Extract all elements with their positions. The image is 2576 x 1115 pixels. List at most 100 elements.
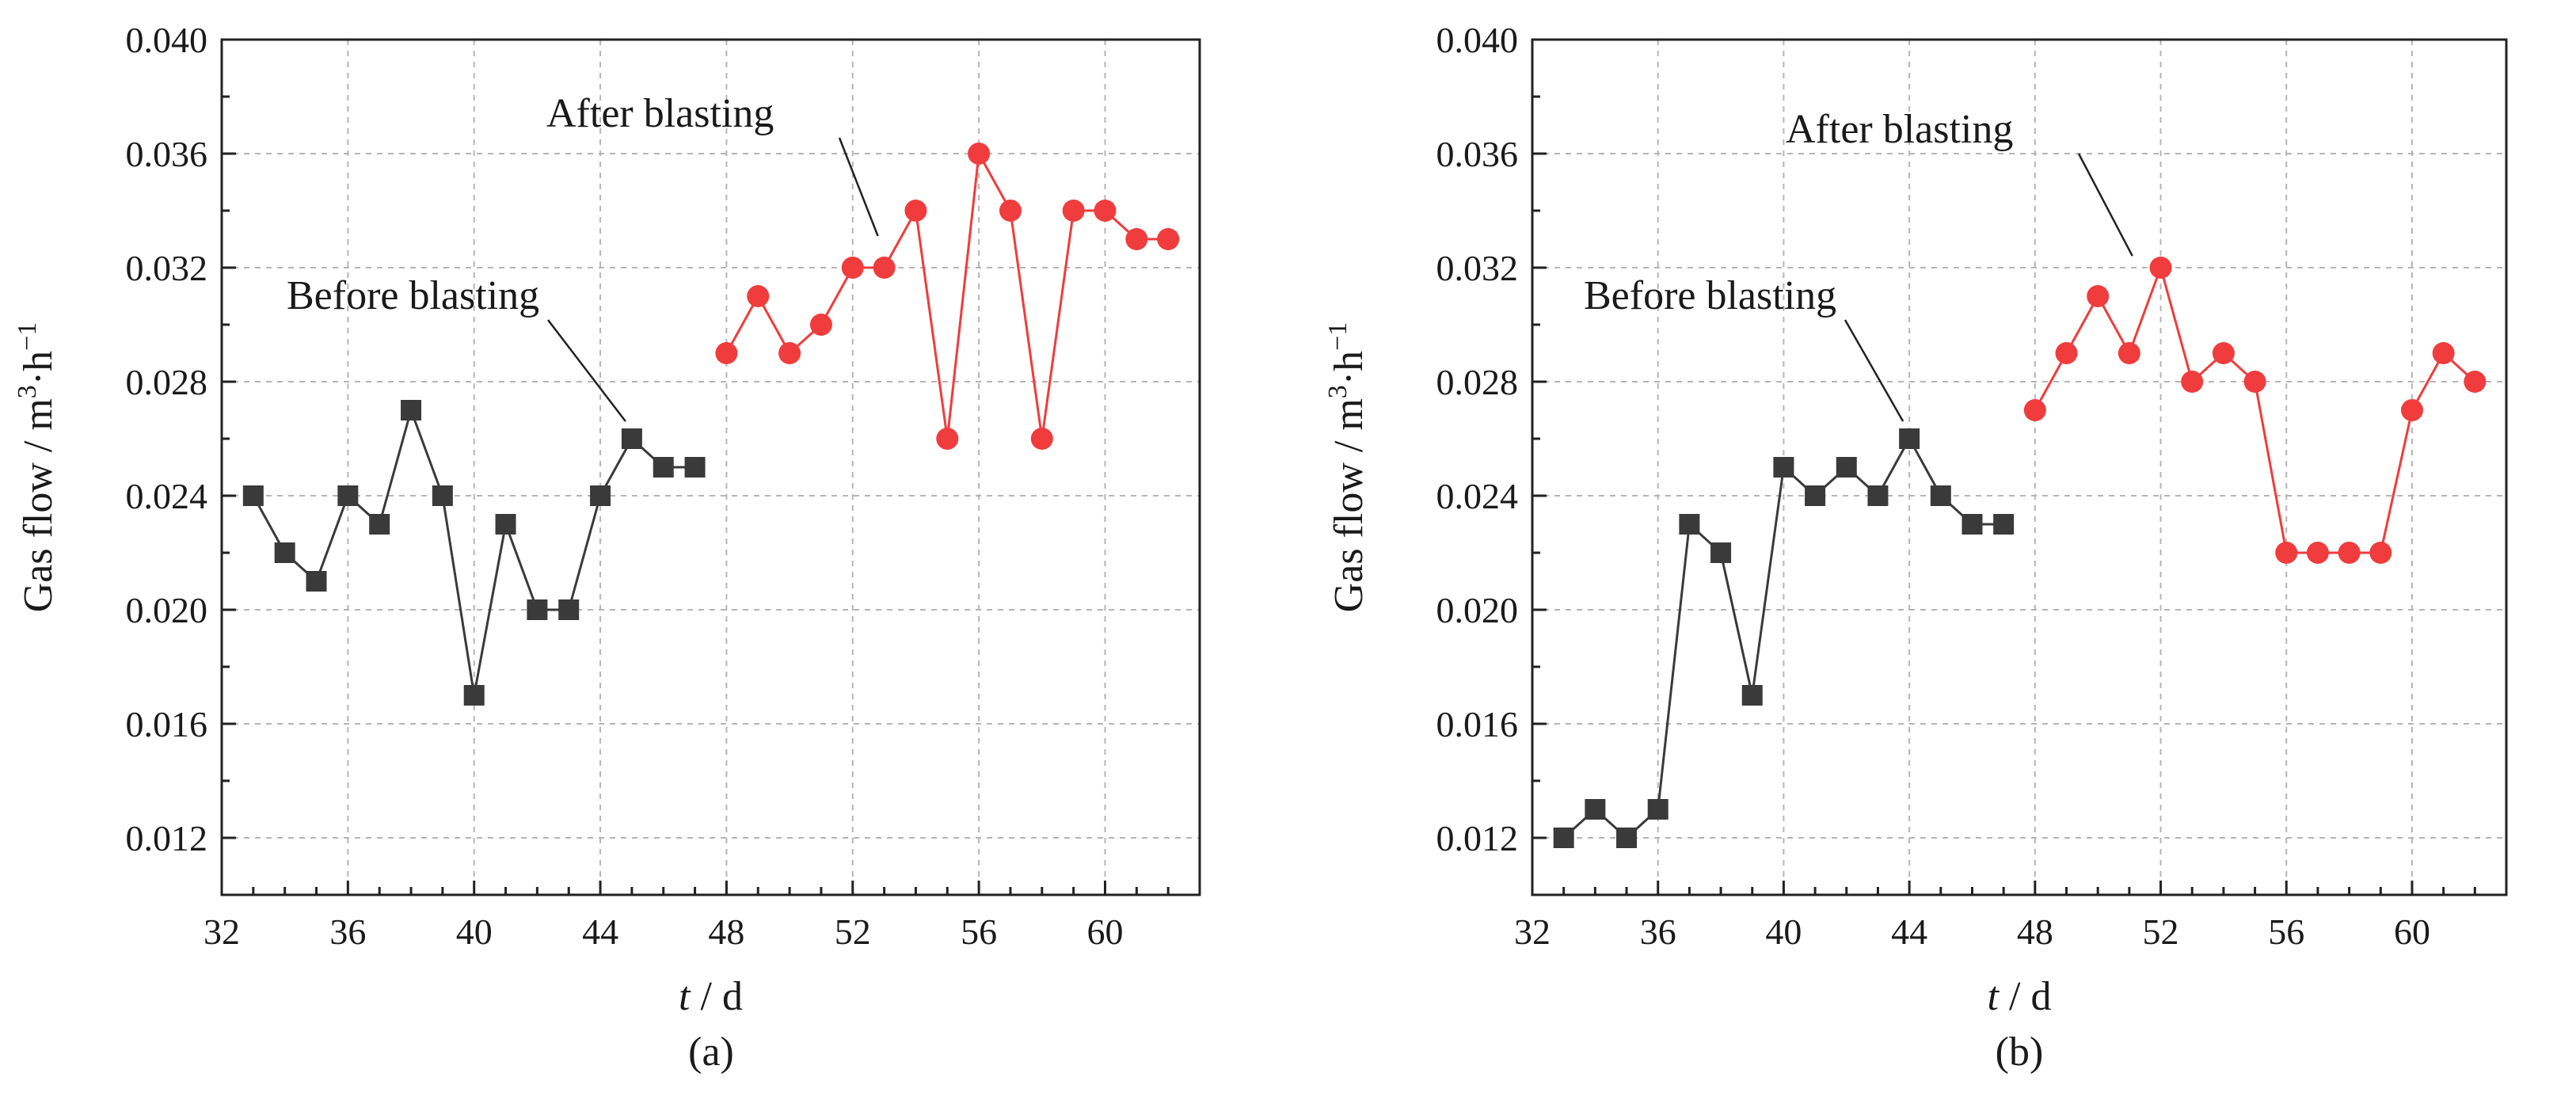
- chart-b-y-tick-label: 0.028: [1436, 362, 1519, 402]
- chart-b-x-tick-label: 48: [2017, 911, 2053, 952]
- chart-b-before-blasting-point: [1805, 485, 1826, 506]
- chart-b-y-tick-label: 0.016: [1436, 704, 1519, 744]
- chart-b-after-blasting-point: [2149, 257, 2172, 279]
- chart-b-before-blasting-point: [1679, 514, 1700, 535]
- chart-a-y-tick-label: 0.040: [126, 20, 208, 60]
- chart-b-after-blasting-point: [2087, 285, 2110, 307]
- chart-b-after-blasting-point: [2243, 371, 2266, 393]
- chart-b-frame: [1531, 38, 2508, 896]
- chart-a-before-blasting-point: [527, 599, 548, 620]
- chart-b-before-blasting-point: [1741, 685, 1763, 706]
- chart-b-before-blasting-point: [1647, 799, 1669, 820]
- chart-b-x-tick-label: 44: [1891, 911, 1927, 952]
- chart-panel-a: 32 36 40 44 48 52 56 60 0.012 0.016 0.020 0.024 0.02…: [13, 20, 1201, 1075]
- chart-a-x-tick-label: 56: [961, 911, 997, 952]
- chart-a-after-blasting-annotation: After blasting: [546, 91, 774, 136]
- chart-b-y-axis-title: Gas flow / m3·h−1: [1323, 322, 1372, 613]
- chart-b-x-tick-label: 56: [2268, 911, 2304, 952]
- chart-a-x-tick-label: 60: [1086, 911, 1123, 952]
- chart-a-after-blasting-point: [841, 257, 864, 279]
- chart-b-x-tick-label: 52: [2143, 911, 2179, 952]
- chart-a-x-tick-label: 52: [835, 911, 871, 952]
- chart-b-before-blasting-point: [1553, 828, 1574, 848]
- chart-b-before-blasting-point: [1899, 428, 1920, 449]
- chart-b-after-blasting-point: [2306, 542, 2329, 564]
- chart-a-before-blasting-point: [621, 428, 642, 449]
- chart-b-before-blasting-point: [1867, 485, 1889, 506]
- chart-b-after-blasting-point: [2117, 342, 2140, 364]
- chart-b-after-blasting-leader-line: [2077, 153, 2133, 257]
- chart-a-x-tick-label: 32: [204, 911, 240, 952]
- chart-b-y-tick-label: 0.032: [1436, 248, 1519, 288]
- chart-b-before-blasting-point: [1836, 457, 1857, 478]
- chart-a-before-blasting-point: [653, 457, 674, 478]
- chart-b-after-blasting-annotation: After blasting: [1786, 107, 2013, 152]
- chart-b-before-blasting-point: [1773, 457, 1794, 478]
- chart-a-before-blasting-leader-line: [547, 319, 626, 422]
- chart-a-after-blasting-leader-line: [838, 137, 879, 237]
- chart-a-x-tick-label: 40: [456, 911, 493, 952]
- chart-a-after-blasting-point: [1125, 228, 1148, 250]
- chart-b-x-tick-label: 32: [1514, 911, 1551, 952]
- chart-b-x-tick-label: 36: [1640, 911, 1676, 952]
- chart-a-after-blasting-point: [1030, 428, 1053, 450]
- chart-a-before-blasting-point: [495, 514, 516, 535]
- chart-b-after-blasting-point: [2369, 542, 2392, 564]
- chart-b-before-blasting-point: [1616, 828, 1638, 848]
- chart-a-before-blasting-point: [401, 400, 422, 421]
- chart-a-before-blasting-point: [432, 485, 453, 506]
- chart-a-before-blasting-point: [274, 542, 295, 563]
- chart-a-y-tick-label: 0.012: [126, 818, 208, 858]
- chart-a-y-tick-label: 0.016: [126, 704, 208, 744]
- chart-a-before-blasting-point: [369, 514, 390, 535]
- chart-b-x-tick-label: 40: [1765, 911, 1802, 952]
- chart-a-y-tick-label: 0.036: [126, 134, 208, 174]
- chart-b-before-blasting-leader-line: [1844, 319, 1904, 422]
- chart-a-caption: (a): [688, 1029, 734, 1075]
- chart-b-x-axis-title: t / d: [1988, 974, 2052, 1019]
- chart-a-after-blasting-point: [1062, 200, 1085, 222]
- chart-a-before-blasting-point: [337, 485, 359, 506]
- chart-a-x-tick-label: 44: [582, 911, 618, 952]
- chart-a-y-tick-label: 0.032: [126, 248, 208, 288]
- chart-a-before-blasting-point: [463, 685, 485, 706]
- chart-b-before-blasting-point: [1961, 514, 1983, 535]
- chart-a-before-blasting-point: [684, 457, 706, 478]
- chart-b-after-blasting-point: [2338, 542, 2361, 564]
- chart-a-before-blasting-point: [558, 599, 580, 620]
- chart-b-y-tick-label: 0.040: [1436, 20, 1519, 60]
- chart-b-before-blasting-point: [1993, 514, 2015, 535]
- chart-b-after-blasting-point: [2275, 542, 2298, 564]
- chart-b-after-blasting-point: [2181, 371, 2204, 393]
- chart-b-after-blasting-point: [2023, 399, 2046, 421]
- chart-a-y-axis-title: Gas flow / m3·h−1: [13, 322, 61, 613]
- chart-b-after-blasting-point: [2212, 342, 2235, 364]
- chart-a-frame: [220, 38, 1201, 896]
- chart-a-after-blasting-point: [873, 257, 896, 279]
- chart-b-y-tick-label: 0.024: [1436, 476, 1519, 516]
- chart-a-after-blasting-point: [936, 428, 959, 450]
- chart-a-after-blasting-point: [999, 200, 1022, 222]
- chart-a-y-tick-label: 0.020: [126, 590, 208, 630]
- chart-b-y-tick-label: 0.020: [1436, 590, 1519, 630]
- chart-a-after-blasting-point: [968, 143, 991, 165]
- chart-b-before-blasting-annotation: Before blasting: [1584, 273, 1836, 318]
- chart-b-caption: (b): [1996, 1029, 2044, 1075]
- chart-b-y-tick-label: 0.012: [1436, 818, 1519, 858]
- chart-a-after-blasting-point: [809, 314, 832, 336]
- chart-a-y-tick-label: 0.024: [126, 476, 208, 516]
- chart-b-after-blasting-point: [2432, 342, 2455, 364]
- chart-b-after-blasting-point: [2400, 399, 2423, 421]
- chart-b-after-blasting-point: [2055, 342, 2078, 364]
- chart-b-before-blasting-point: [1930, 485, 1951, 506]
- chart-a-after-blasting-point: [904, 200, 927, 222]
- chart-b-after-blasting-point: [2464, 371, 2487, 393]
- chart-a-before-blasting-point: [306, 571, 327, 592]
- chart-a-before-blasting-point: [590, 485, 611, 506]
- chart-a-after-blasting-point: [1094, 200, 1117, 222]
- chart-a-after-blasting-point: [715, 342, 738, 364]
- chart-a-y-tick-label: 0.028: [126, 362, 208, 402]
- chart-a-x-tick-label: 36: [329, 911, 366, 952]
- chart-panel-b: 32 36 40 44 48 52 56 60 0.012 0.016 0.020 0.024 0.02…: [1323, 20, 2508, 1075]
- chart-a-x-axis-title: t / d: [679, 974, 743, 1019]
